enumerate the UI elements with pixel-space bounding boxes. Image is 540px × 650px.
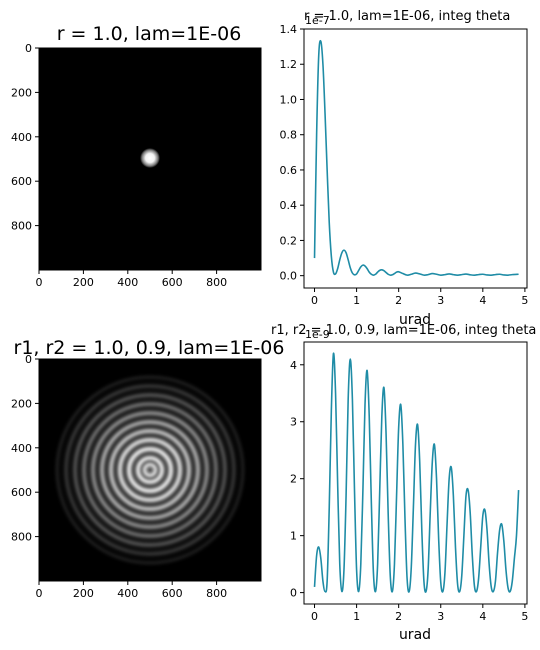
panel2-y-ticks: 0.0 0.2 0.4 0.6 0.8 1.0 1.2 1.4 — [280, 23, 304, 283]
y-tick-label: 600 — [11, 175, 32, 188]
y-tick-label: 0.4 — [280, 199, 298, 212]
x-tick-label: 400 — [117, 587, 138, 600]
y-tick-label: 1.0 — [280, 93, 298, 106]
y-tick-label: 0.8 — [280, 129, 298, 142]
x-tick-label: 600 — [162, 276, 183, 289]
y-tick-label: 600 — [11, 486, 32, 499]
panel-image-single: r = 1.0, lam=1E-06 0 200 400 600 800 0 200 400… — [11, 23, 262, 289]
x-tick-label: 800 — [206, 276, 227, 289]
x-tick-label: 200 — [73, 276, 94, 289]
panel4-title: r1, r2 = 1.0, 0.9, lam=1E-06, integ thet… — [271, 323, 536, 338]
y-tick-label: 4 — [290, 359, 297, 372]
y-tick-label: 1.2 — [280, 58, 298, 71]
panel-line-annular: r1, r2 = 1.0, 0.9, lam=1E-06, integ thet… — [271, 323, 536, 643]
panel1-frame — [38, 47, 262, 271]
diffraction-ring — [91, 411, 209, 529]
diffraction-ring — [55, 375, 245, 565]
panel2-title: r = 1.0, lam=1E-06, integ theta — [304, 9, 510, 24]
y-tick-label: 2 — [290, 473, 297, 486]
y-tick-label: 0 — [25, 353, 32, 366]
y-tick-label: 1.4 — [280, 23, 298, 36]
x-tick-label: 4 — [479, 610, 486, 623]
panel1-y-ticks: 0 200 400 600 800 — [11, 42, 39, 233]
x-tick-label: 3 — [437, 294, 444, 307]
x-tick-label: 400 — [117, 276, 138, 289]
panel4-xlabel: urad — [399, 627, 431, 643]
panel3-y-ticks: 0 200 400 600 800 — [11, 353, 39, 544]
airy-spot — [140, 148, 160, 168]
panel4-exponent: 1e-9 — [305, 328, 330, 341]
panel4-x-ticks: 0 1 2 3 4 5 — [311, 604, 528, 623]
x-tick-label: 3 — [437, 610, 444, 623]
x-tick-label: 4 — [479, 294, 486, 307]
panel3-x-ticks: 0 200 400 600 800 — [36, 581, 227, 600]
panel4-y-ticks: 0 1 2 3 4 — [290, 359, 304, 600]
panel1-x-ticks: 0 200 400 600 800 — [36, 270, 227, 289]
diffraction-rings — [55, 375, 245, 565]
ring-center-dot — [148, 468, 152, 472]
x-tick-label: 5 — [521, 610, 528, 623]
diffraction-ring — [109, 429, 191, 511]
y-tick-label: 1 — [290, 530, 297, 543]
y-tick-label: 200 — [11, 86, 32, 99]
x-tick-label: 2 — [395, 610, 402, 623]
panel2-xlabel: urad — [399, 312, 431, 328]
x-tick-label: 0 — [311, 610, 318, 623]
y-tick-label: 0 — [290, 587, 297, 600]
x-tick-label: 1 — [353, 294, 360, 307]
panel2-x-ticks: 0 1 2 3 4 5 — [311, 288, 528, 307]
diffraction-ring — [127, 447, 173, 493]
diffraction-ring — [118, 438, 182, 502]
diffraction-ring — [64, 384, 236, 556]
x-tick-label: 5 — [521, 294, 528, 307]
panel-line-single: r = 1.0, lam=1E-06, integ theta 1e-7 0 1 2… — [280, 9, 529, 328]
panel1-title: r = 1.0, lam=1E-06 — [57, 23, 242, 45]
diffraction-ring — [100, 420, 200, 520]
y-tick-label: 800 — [11, 531, 32, 544]
diffraction-ring — [136, 456, 164, 484]
y-tick-label: 0.0 — [280, 270, 298, 283]
y-tick-label: 400 — [11, 131, 32, 144]
x-tick-label: 200 — [73, 587, 94, 600]
x-tick-label: 2 — [395, 294, 402, 307]
diffraction-ring — [143, 463, 157, 477]
y-tick-label: 800 — [11, 220, 32, 233]
x-tick-label: 600 — [162, 587, 183, 600]
x-tick-label: 0 — [36, 276, 43, 289]
panel4-frame — [303, 341, 528, 605]
y-tick-label: 0.2 — [280, 234, 298, 247]
panel3-title: r1, r2 = 1.0, 0.9, lam=1E-06 — [14, 337, 285, 359]
panel2-exponent: 1e-7 — [305, 14, 330, 27]
panel2-frame — [303, 28, 528, 289]
y-tick-label: 200 — [11, 397, 32, 410]
panel-image-annular: r1, r2 = 1.0, 0.9, lam=1E-06 0 200 400 600 8… — [11, 337, 284, 600]
panel3-frame — [38, 358, 262, 582]
y-tick-label: 0 — [25, 42, 32, 55]
series-line-annular — [313, 352, 520, 593]
y-tick-label: 0.6 — [280, 164, 298, 177]
diffraction-ring — [82, 402, 218, 538]
x-tick-label: 0 — [36, 587, 43, 600]
x-tick-label: 800 — [206, 587, 227, 600]
x-tick-label: 0 — [311, 294, 318, 307]
series-line-single — [313, 39, 519, 276]
diffraction-ring — [73, 393, 227, 547]
x-tick-label: 1 — [353, 610, 360, 623]
y-tick-label: 400 — [11, 442, 32, 455]
y-tick-label: 3 — [290, 416, 297, 429]
